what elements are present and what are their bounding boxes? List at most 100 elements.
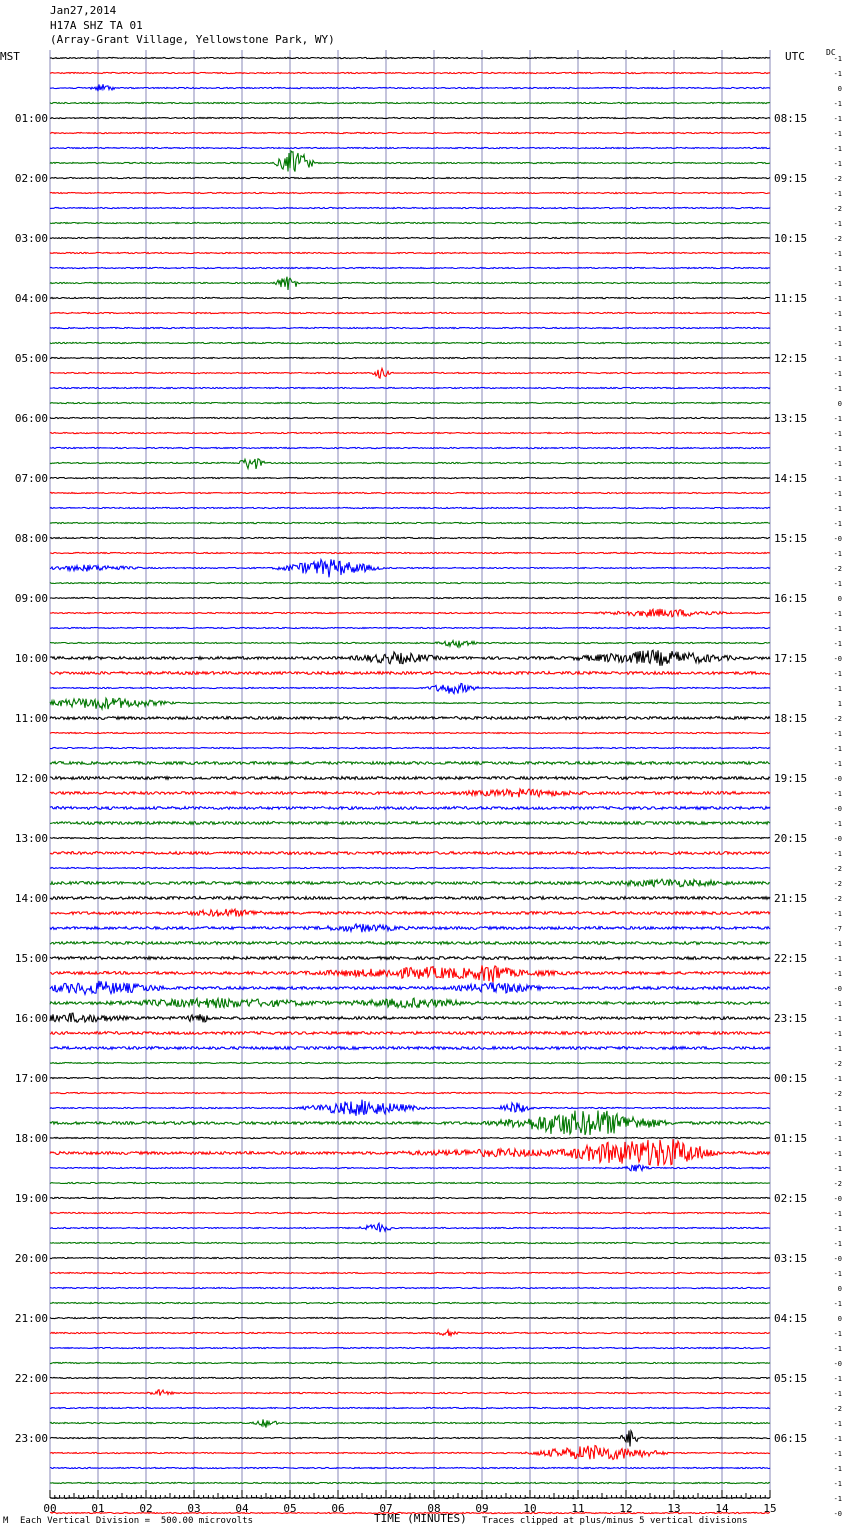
mst-hour-label: 05:00 xyxy=(15,352,48,365)
dc-offset-label: -0 xyxy=(834,1255,842,1263)
utc-hour-label: 06:15 xyxy=(774,1432,807,1445)
dc-offset-label: -1 xyxy=(834,1390,842,1398)
seismic-trace xyxy=(49,431,771,435)
dc-offset-label: -1 xyxy=(834,385,842,393)
seismic-trace xyxy=(49,71,771,75)
mst-hour-label: 06:00 xyxy=(15,412,48,425)
left-timezone-label: MST xyxy=(0,50,20,63)
seismic-trace xyxy=(49,1316,771,1320)
x-tick-label: 07 xyxy=(379,1502,392,1515)
seismic-trace xyxy=(49,670,771,676)
x-tick-label: 04 xyxy=(235,1502,249,1515)
seismic-trace xyxy=(49,649,771,666)
dc-offset-label: -1 xyxy=(834,1420,842,1428)
x-tick-label: 02 xyxy=(139,1502,152,1515)
utc-hour-label: 17:15 xyxy=(774,652,807,665)
seismic-trace xyxy=(49,1256,771,1260)
seismic-trace xyxy=(49,1511,771,1515)
dc-offset-label: -2 xyxy=(834,235,842,243)
seismic-trace xyxy=(49,1301,770,1305)
seismic-trace xyxy=(49,805,771,811)
seismic-trace xyxy=(49,476,771,480)
seismic-trace xyxy=(49,820,771,826)
x-tick-label: 08 xyxy=(427,1502,440,1515)
seismic-trace xyxy=(49,922,771,934)
seismic-trace xyxy=(49,1163,771,1173)
dc-offset-label: -1 xyxy=(834,625,842,633)
dc-offset-label: -1 xyxy=(834,1270,842,1278)
mst-hour-label: 04:00 xyxy=(15,292,48,305)
x-tick-label: 03 xyxy=(187,1502,200,1515)
seismic-trace xyxy=(49,521,771,525)
seismic-trace xyxy=(50,551,771,555)
footer-mark: M xyxy=(3,1516,9,1526)
dc-offset-label: -1 xyxy=(834,340,842,348)
seismic-trace xyxy=(49,866,771,870)
seismic-trace xyxy=(49,1388,771,1396)
mst-hour-label: 23:00 xyxy=(15,1432,48,1445)
seismic-trace xyxy=(49,56,771,60)
dc-offset-label: -2 xyxy=(834,895,842,903)
dc-offset-label: -1 xyxy=(834,1165,842,1173)
seismic-trace xyxy=(49,715,771,721)
dc-offset-label: -1 xyxy=(834,1330,842,1338)
right-timezone-label: UTC xyxy=(785,50,805,63)
dc-offset-label: -1 xyxy=(834,325,842,333)
dc-offset-label: -1 xyxy=(834,850,842,858)
dc-offset-label: -1 xyxy=(834,280,842,288)
station-code: H17A SHZ TA 01 xyxy=(50,18,143,32)
seismic-trace xyxy=(49,1241,770,1245)
seismic-trace xyxy=(49,775,771,781)
dc-offset-label: -1 xyxy=(834,355,842,363)
seismic-trace xyxy=(49,1110,771,1136)
utc-hour-label: 23:15 xyxy=(774,1012,807,1025)
dc-offset-label: -2 xyxy=(834,715,842,723)
seismic-trace xyxy=(49,878,771,888)
x-tick-label: 12 xyxy=(619,1502,632,1515)
utc-hour-label: 20:15 xyxy=(774,832,807,845)
utc-hour-label: 18:15 xyxy=(774,712,807,725)
dc-offset-label: -1 xyxy=(834,55,842,63)
mst-hour-label: 12:00 xyxy=(15,772,48,785)
seismic-trace xyxy=(49,1419,771,1428)
station-location: (Array-Grant Village, Yellowstone Park, … xyxy=(50,33,335,46)
seismic-trace xyxy=(49,236,771,240)
seismic-trace xyxy=(49,1361,771,1365)
mst-hour-label: 13:00 xyxy=(15,832,48,845)
dc-offset-label: -2 xyxy=(834,1060,842,1068)
seismic-trace xyxy=(49,251,771,255)
dc-offset-label: -1 xyxy=(834,415,842,423)
dc-offset-label: 0 xyxy=(838,400,842,408)
seismic-trace xyxy=(49,401,771,405)
seismic-trace xyxy=(49,276,771,290)
dc-offset-label: -1 xyxy=(834,115,842,123)
x-tick-label: 10 xyxy=(523,1502,536,1515)
seismic-trace xyxy=(49,506,771,510)
vertical-division-note: Each Vertical Division = 500.00 microvol… xyxy=(20,1516,253,1526)
seismic-trace xyxy=(49,626,771,630)
dc-offset-label: -1 xyxy=(834,1450,842,1458)
clipping-note: Traces clipped at plus/minus 5 vertical … xyxy=(482,1516,748,1526)
utc-hour-label: 00:15 xyxy=(774,1072,807,1085)
dc-offset-label: -1 xyxy=(834,1000,842,1008)
mst-hour-label: 16:00 xyxy=(15,1012,48,1025)
seismic-trace xyxy=(49,149,770,172)
seismic-trace xyxy=(49,895,771,901)
seismic-trace xyxy=(49,356,771,360)
utc-hour-label: 09:15 xyxy=(774,172,807,185)
dc-offset-label: -1 xyxy=(834,550,842,558)
utc-hour-label: 03:15 xyxy=(774,1252,807,1265)
dc-offset-label: -1 xyxy=(834,1495,842,1503)
dc-offset-label: -1 xyxy=(834,70,842,78)
seismic-trace xyxy=(49,1406,771,1410)
seismic-trace xyxy=(49,341,771,345)
utc-hour-label: 22:15 xyxy=(774,952,807,965)
seismic-trace xyxy=(49,266,771,270)
dc-offset-label: -0 xyxy=(834,655,842,663)
seismic-trace xyxy=(49,446,771,450)
seismic-trace xyxy=(49,1091,771,1095)
dc-offset-label: -1 xyxy=(834,1150,842,1158)
mst-hour-label: 02:00 xyxy=(15,172,48,185)
dc-offset-label: -1 xyxy=(834,1375,842,1383)
dc-offset-label: -1 xyxy=(834,1135,842,1143)
